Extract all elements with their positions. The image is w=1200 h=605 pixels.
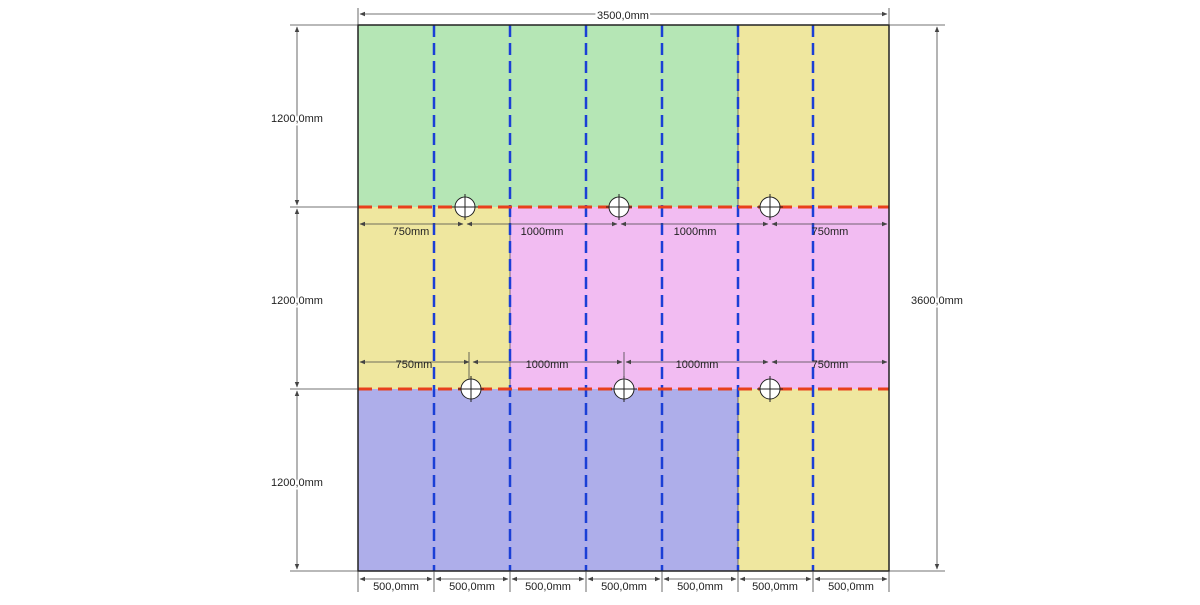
column-label: 500,0mm [373,581,419,593]
overall-width-label: 3500,0mm [597,10,649,22]
crosshair-icon [452,194,478,220]
seam-dimension-label-top: 1000mm [521,226,564,238]
green-region [358,25,738,207]
crosshair-icon [458,376,484,402]
seam-dimension-label-top: 750mm [812,226,849,238]
overall-height-label: 3600,0mm [911,295,963,307]
column-label: 500,0mm [525,581,571,593]
seam-dimension-label-bottom: 1000mm [526,359,569,371]
seam-dimension-label-top: 750mm [393,226,430,238]
column-label: 500,0mm [677,581,723,593]
seam-dimension-label-top: 1000mm [674,226,717,238]
seam-dimension-label-bottom: 750mm [396,359,433,371]
crosshair-icon [757,194,783,220]
seam-dimension-label-bottom: 750mm [812,359,849,371]
column-label: 500,0mm [828,581,874,593]
crosshair-markers [452,194,783,402]
dimension-lines [290,8,945,592]
region-panels [358,25,889,571]
seam-dimension-label-bottom: 1000mm [676,359,719,371]
row-height-label: 1200,0mm [271,295,323,307]
pink-region [510,207,889,389]
drawing-outline [357,24,890,572]
crosshair-icon [757,376,783,402]
vertical-seam-lines [432,25,815,571]
column-label: 500,0mm [601,581,647,593]
column-label: 500,0mm [449,581,495,593]
column-label: 500,0mm [752,581,798,593]
dimension-labels: 3500,0mm 3600,0mm 1200,0mm 1200,0mm 1200… [269,8,965,595]
row-height-label: 1200,0mm [271,113,323,125]
crosshair-icon [606,194,632,220]
blue-region [358,389,738,571]
row-height-label: 1200,0mm [271,477,323,489]
